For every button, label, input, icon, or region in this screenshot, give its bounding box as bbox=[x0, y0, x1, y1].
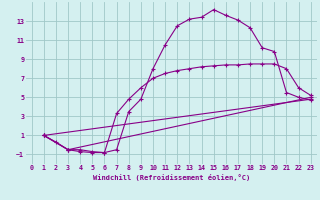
X-axis label: Windchill (Refroidissement éolien,°C): Windchill (Refroidissement éolien,°C) bbox=[92, 174, 250, 181]
